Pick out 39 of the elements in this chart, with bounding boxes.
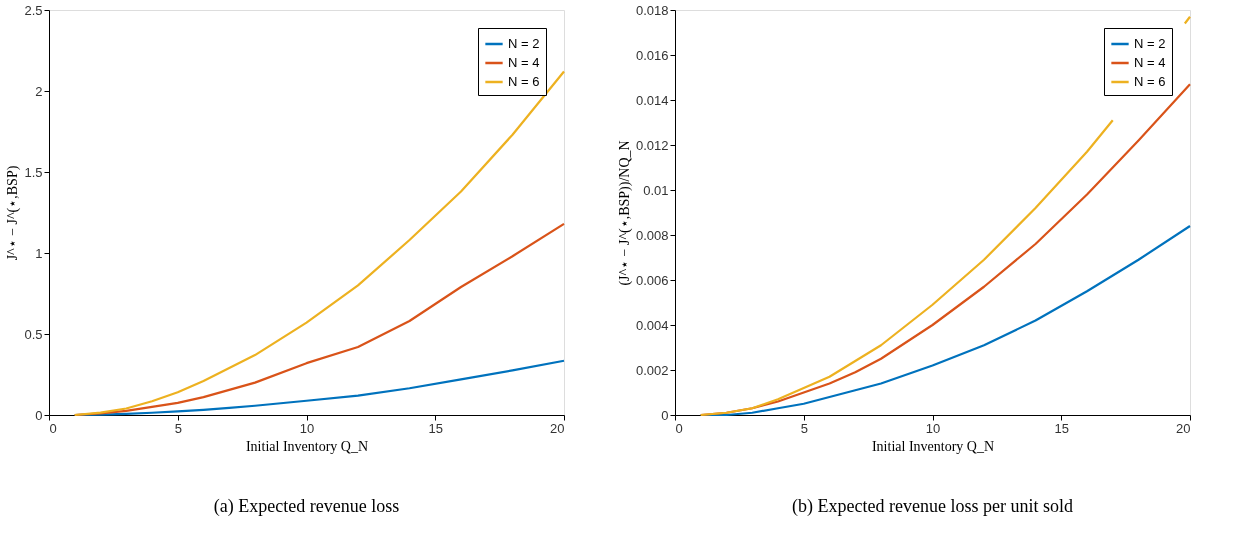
x-tick-label: 5 bbox=[800, 420, 808, 436]
x-tick-label: 5 bbox=[174, 420, 182, 436]
y-tick-label: 0.016 bbox=[635, 47, 669, 63]
x-tick-label: 10 bbox=[925, 420, 941, 436]
y-axis-title: (J^⋆ − J^(⋆,BSP))/NQ_N bbox=[616, 140, 633, 286]
legend-label: N = 6 bbox=[1134, 74, 1166, 89]
x-tick-label: 15 bbox=[1054, 420, 1069, 436]
y-tick-label: 0.01 bbox=[643, 182, 669, 198]
y-tick-label: 0.008 bbox=[635, 227, 669, 243]
y-tick-label: 2 bbox=[35, 83, 43, 99]
x-tick-label: 20 bbox=[550, 420, 565, 436]
y-tick-label: 2.5 bbox=[24, 2, 43, 18]
legend-label: N = 4 bbox=[508, 55, 540, 70]
y-axis-title: J^⋆ − J^(⋆,BSP) bbox=[5, 165, 22, 261]
y-tick-label: 0.006 bbox=[635, 272, 669, 288]
x-tick-label: 10 bbox=[299, 420, 315, 436]
text: (b) Expected revenue loss per unit sold bbox=[792, 496, 1073, 517]
legend-label: N = 6 bbox=[508, 74, 540, 89]
y-tick-label: 0 bbox=[35, 407, 43, 423]
x-axis-title: Initial Inventory Q_N bbox=[871, 438, 995, 454]
x-tick-label: 20 bbox=[1176, 420, 1191, 436]
y-tick-label: 0.002 bbox=[635, 362, 669, 378]
x-tick-label: 0 bbox=[675, 420, 683, 436]
x-axis-title: Initial Inventory Q_N bbox=[245, 438, 369, 454]
x-tick-label: 0 bbox=[49, 420, 57, 436]
y-tick-label: 0.014 bbox=[635, 92, 669, 108]
y-tick-label: 1.5 bbox=[24, 164, 43, 180]
legend-label: N = 2 bbox=[1134, 36, 1166, 51]
y-tick-label: 0.018 bbox=[635, 2, 669, 18]
y-tick-label: 0.012 bbox=[635, 137, 669, 153]
legend-label: N = 4 bbox=[1134, 55, 1166, 70]
y-tick-label: 0 bbox=[661, 407, 669, 423]
x-tick-label: 15 bbox=[428, 420, 443, 436]
legend-label: N = 2 bbox=[508, 36, 540, 51]
line-series bbox=[73, 70, 566, 417]
y-tick-label: 0.5 bbox=[24, 326, 43, 342]
y-tick-label: 0.004 bbox=[635, 317, 669, 333]
text: (a) Expected revenue loss bbox=[213, 496, 400, 517]
y-tick-label: 1 bbox=[35, 245, 43, 261]
